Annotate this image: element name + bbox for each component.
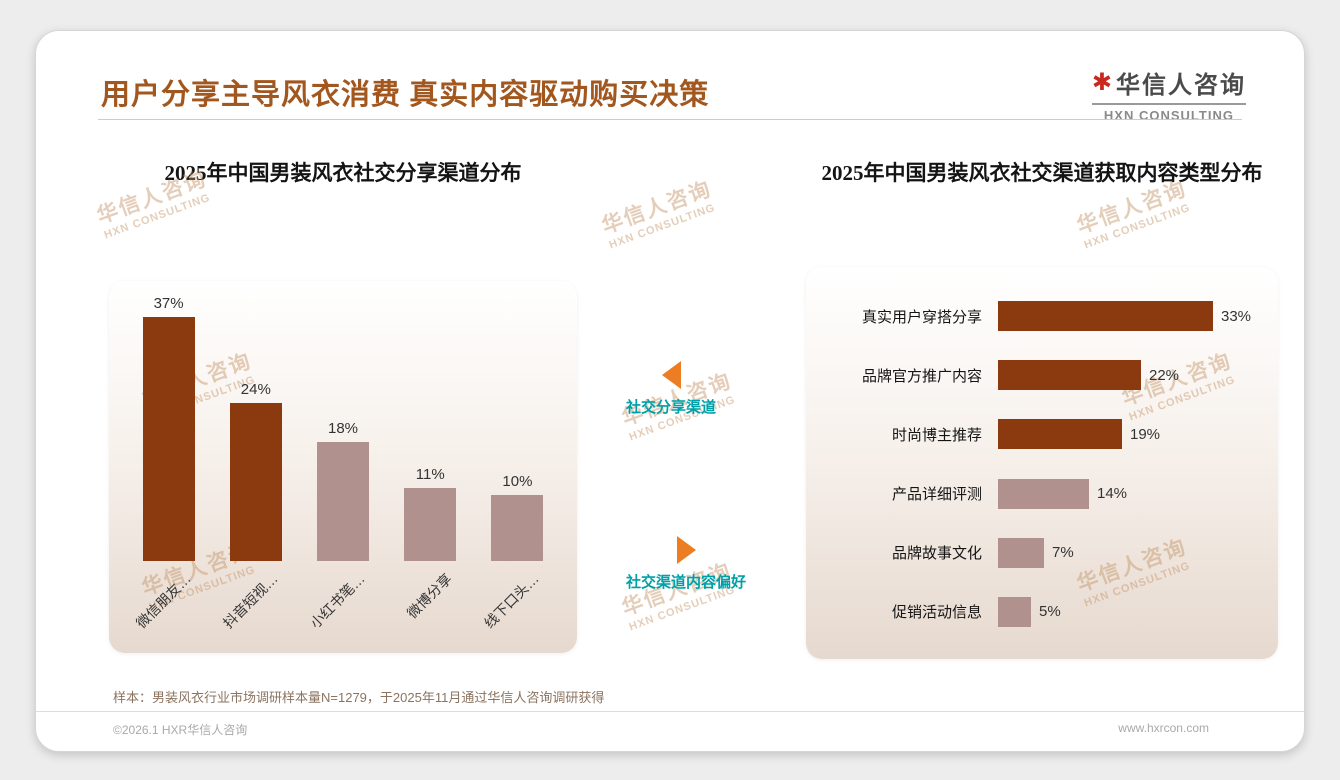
bar [229,403,282,561]
hbar-label: 品牌故事文化 [891,545,982,563]
logo-subtitle: HXN CONSULTING [1091,103,1246,123]
hbar-row: 真实用户穿搭分享 33% [834,299,1254,333]
hbar-label: 真实用户穿搭分享 [861,308,982,326]
hbar-value-label: 7% [1052,544,1074,562]
copyright-text: ©2026.1 HXR华信人咨询 [113,723,248,737]
triangle-right-icon [676,536,696,564]
bar-category-text: 小红书笔… [306,570,368,632]
bar-value-label: 18% [327,420,359,437]
triangle-left-icon [661,361,681,389]
share-channel-annotation: 社交分享渠道 [571,361,771,417]
footer: ©2026.1 HXR华信人咨询 www.hxrcon.com [113,721,1209,738]
left-chart-title: 2025年中国男装风衣社交分享渠道分布 [164,161,522,185]
bar-category-text: 线下口头… [481,570,543,632]
share-channel-label: 社交分享渠道 [625,399,716,416]
header-divider [98,119,1242,120]
content-preference-annotation: 社交渠道内容偏好 [571,536,801,592]
bar-category-label: 微信朋友… [125,561,212,649]
slide-card: 用户分享主导风衣消费 真实内容驱动购买决策 ✱ 华信人咨询 HXN CONSUL… [35,30,1305,752]
hbar [998,537,1044,568]
footer-divider [36,711,1304,712]
hbar [998,596,1031,627]
hbar-value-label: 5% [1039,603,1061,621]
hbar-label: 促销活动信息 [891,604,982,622]
left-chart-bars: 37% 微信朋友… 24% 抖音短视… 18% 小红书笔… 11% 微博分享 10% 线下口头… [125,295,561,649]
hbar-row: 产品详细评测 14% [834,477,1254,511]
watermark-line2: HXN CONSULTING [1082,201,1193,252]
left-chart-panel: 37% 微信朋友… 24% 抖音短视… 18% 小红书笔… 11% 微博分享 10% 线下口头… [109,281,577,653]
bar-column: 11% 微博分享 [387,466,474,649]
sample-note: 样本：男装风衣行业市场调研样本量N=1279，于2025年11月通过华信人咨询调… [113,690,605,705]
hbar-value-label: 33% [1221,307,1252,325]
logo-star-icon: ✱ [1091,68,1112,96]
watermark: 华信人咨询 HXN CONSULTING [597,173,719,252]
hbar [998,360,1141,391]
website-text: www.hxrcon.com [1118,721,1209,735]
bar-value-label: 11% [415,466,445,483]
page-title: 用户分享主导风衣消费 真实内容驱动购买决策 [101,79,710,111]
watermark-line2: HXN CONSULTING [102,191,213,242]
bar-column: 18% 小红书笔… [299,420,386,649]
bar-value-label: 10% [502,473,533,490]
bar-category-text: 抖音短视… [219,570,281,632]
right-chart-title: 2025年中国男装风衣社交渠道获取内容类型分布 [821,161,1263,185]
bar-column: 24% 抖音短视… [212,381,299,649]
right-chart-bars: 真实用户穿搭分享 33% 品牌官方推广内容 22% 时尚博主推荐 19% 产品详细评测 14%… [834,299,1254,629]
hbar-value-label: 14% [1097,485,1128,503]
hbar-row: 品牌故事文化 7% [834,536,1254,570]
hbar-row: 促销活动信息 5% [834,595,1254,629]
watermark-line1: 华信人咨询 [598,177,715,239]
bar-value-label: 37% [153,295,184,312]
logo-top: ✱ 华信人咨询 [1092,65,1246,100]
hbar-label: 产品详细评测 [891,486,982,504]
logo-name: 华信人咨询 [1116,73,1246,99]
bar [404,488,457,561]
hbar [998,419,1122,450]
bar-category-text: 微博分享 [404,570,455,622]
hbar [998,478,1089,509]
bar [491,495,544,561]
hbar-value-label: 22% [1149,366,1180,384]
bar-value-label: 24% [240,381,271,398]
hbar-value-label: 19% [1130,425,1161,443]
hbar-label: 时尚博主推荐 [891,426,982,444]
watermark-line2: HXN CONSULTING [607,201,718,252]
bar [142,317,195,561]
bar-category-label: 小红书笔… [299,561,386,649]
content-preference-label: 社交渠道内容偏好 [625,574,746,591]
hbar-label: 品牌官方推广内容 [861,367,982,385]
hbar-row: 品牌官方推广内容 22% [834,358,1254,392]
logo: ✱ 华信人咨询 HXN CONSULTING [1091,65,1246,123]
bar-category-label: 线下口头… [474,561,561,649]
bar [317,442,369,561]
right-chart-panel: 真实用户穿搭分享 33% 品牌官方推广内容 22% 时尚博主推荐 19% 产品详细评测 14%… [806,267,1278,659]
bar-column: 37% 微信朋友… [125,295,212,649]
bar-column: 10% 线下口头… [474,473,561,649]
bar-category-label: 抖音短视… [212,561,299,649]
bar-category-text: 微信朋友… [132,570,194,632]
hbar-row: 时尚博主推荐 19% [834,417,1254,451]
bar-category-label: 微博分享 [387,561,474,649]
hbar [998,301,1213,331]
